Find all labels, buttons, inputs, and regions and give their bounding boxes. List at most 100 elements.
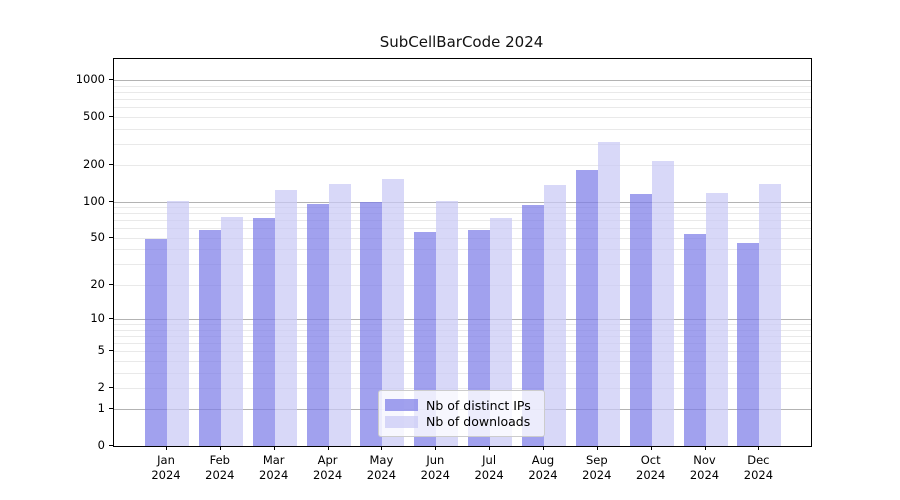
- x-tick-label-jan: Jan 2024: [151, 453, 181, 482]
- y-tick-mark-500: [109, 115, 113, 117]
- bar-ips-sep: [575, 170, 598, 446]
- bar-downloads-mar: [274, 190, 297, 446]
- y-tick-label-20: 20: [90, 276, 105, 291]
- gridline-40: [114, 249, 811, 251]
- gridline-9: [114, 324, 811, 325]
- plot-area: [113, 58, 812, 447]
- y-tick-mark-2: [109, 386, 113, 388]
- gridline-3: [114, 372, 811, 374]
- gridline-6: [114, 342, 811, 344]
- bar-ips-nov: [683, 233, 706, 446]
- legend-item-downloads: Nb of downloads: [385, 414, 535, 429]
- gridline-600: [114, 107, 811, 109]
- bar-ips-feb: [198, 230, 221, 446]
- x-tick-label-may: May 2024: [366, 453, 397, 482]
- gridline-10: [114, 319, 811, 320]
- bar-downloads-oct: [651, 161, 674, 446]
- y-tick-mark-0: [109, 445, 113, 446]
- y-tick-label-10: 10: [90, 311, 105, 325]
- bar-downloads-apr: [328, 184, 351, 446]
- y-tick-mark-1000: [109, 79, 113, 80]
- x-tick-mark-apr: [327, 446, 329, 450]
- x-tick-label-apr: Apr 2024: [312, 453, 343, 482]
- y-tick-mark-20: [109, 283, 113, 285]
- y-tick-label-50: 50: [90, 229, 105, 244]
- x-tick-mark-may: [381, 446, 383, 450]
- gridline-700: [114, 98, 811, 100]
- x-tick-mark-nov: [704, 446, 706, 450]
- legend: Nb of distinct IPs Nb of downloads: [378, 390, 545, 437]
- gridline-7: [114, 335, 811, 337]
- y-tick-label-0: 0: [97, 438, 105, 452]
- bar-ips-oct: [629, 194, 652, 446]
- bar-downloads-sep: [597, 142, 620, 446]
- bar-downloads-jul: [490, 218, 513, 446]
- gridline-20: [114, 284, 811, 286]
- legend-swatch-downloads: [385, 415, 418, 428]
- x-tick-label-aug: Aug 2024: [528, 453, 558, 482]
- gridline-100: [114, 201, 811, 203]
- gridline-90: [114, 207, 811, 209]
- legend-label-ips: Nb of distinct IPs: [426, 397, 531, 413]
- x-tick-label-jun: Jun 2024: [420, 453, 450, 482]
- gridline-70: [114, 220, 811, 222]
- bar-downloads-feb: [220, 217, 243, 446]
- gridline-30: [114, 264, 811, 266]
- bar-ips-jan: [145, 238, 167, 446]
- y-tick-mark-1: [109, 408, 113, 410]
- x-tick-label-sep: Sep 2024: [582, 453, 612, 482]
- y-tick-mark-10: [109, 318, 113, 319]
- legend-item-distinct-ips: Nb of distinct IPs: [385, 398, 535, 413]
- x-tick-mark-feb: [219, 446, 221, 450]
- y-tick-label-100: 100: [83, 193, 105, 208]
- x-tick-label-nov: Nov 2024: [689, 453, 720, 482]
- gridline-500: [114, 116, 811, 118]
- y-tick-mark-50: [109, 236, 113, 238]
- x-tick-label-mar: Mar 2024: [259, 453, 289, 482]
- y-tick-label-500: 500: [83, 108, 105, 123]
- x-tick-label-feb: Feb 2024: [205, 453, 235, 482]
- x-tick-mark-sep: [596, 446, 598, 450]
- x-tick-mark-dec: [758, 446, 760, 450]
- y-tick-mark-100: [109, 200, 113, 202]
- legend-label-downloads: Nb of downloads: [426, 414, 531, 430]
- bar-ips-may: [360, 201, 383, 446]
- y-tick-label-2: 2: [97, 379, 105, 394]
- legend-swatch-ips: [385, 399, 418, 412]
- bar-ips-mar: [252, 218, 275, 446]
- bar-downloads-aug: [543, 185, 566, 446]
- y-tick-mark-5: [109, 350, 113, 352]
- gridline-60: [114, 228, 811, 230]
- x-tick-mark-jan: [166, 446, 167, 450]
- gridline-4: [114, 360, 811, 362]
- gridline-2: [114, 387, 811, 389]
- x-tick-mark-aug: [543, 446, 544, 450]
- bar-ips-aug: [521, 205, 544, 446]
- gridline-1000: [114, 80, 811, 81]
- bar-downloads-jun: [436, 201, 459, 446]
- x-tick-label-jul: Jul 2024: [474, 453, 504, 482]
- y-tick-label-200: 200: [83, 157, 105, 172]
- y-tick-label-1: 1: [97, 401, 105, 416]
- y-tick-label-1000: 1000: [75, 72, 105, 86]
- x-tick-mark-mar: [273, 446, 275, 450]
- gridline-400: [114, 128, 811, 130]
- gridline-800: [114, 91, 811, 93]
- gridline-300: [114, 143, 811, 145]
- bar-downloads-dec: [759, 184, 782, 446]
- x-tick-label-dec: Dec 2024: [743, 453, 774, 482]
- gridline-50: [114, 237, 811, 239]
- bar-ips-apr: [306, 203, 329, 446]
- y-tick-label-5: 5: [97, 343, 105, 358]
- x-tick-mark-jul: [489, 446, 491, 450]
- x-tick-label-oct: Oct 2024: [636, 453, 666, 482]
- chart-title: SubCellBarCode 2024: [379, 33, 544, 51]
- bar-downloads-may: [382, 178, 405, 446]
- gridline-900: [114, 85, 811, 87]
- x-tick-mark-oct: [650, 446, 652, 450]
- x-tick-mark-jun: [435, 446, 437, 450]
- gridline-8: [114, 329, 811, 331]
- gridline-200: [114, 165, 811, 167]
- gridline-5: [114, 351, 811, 353]
